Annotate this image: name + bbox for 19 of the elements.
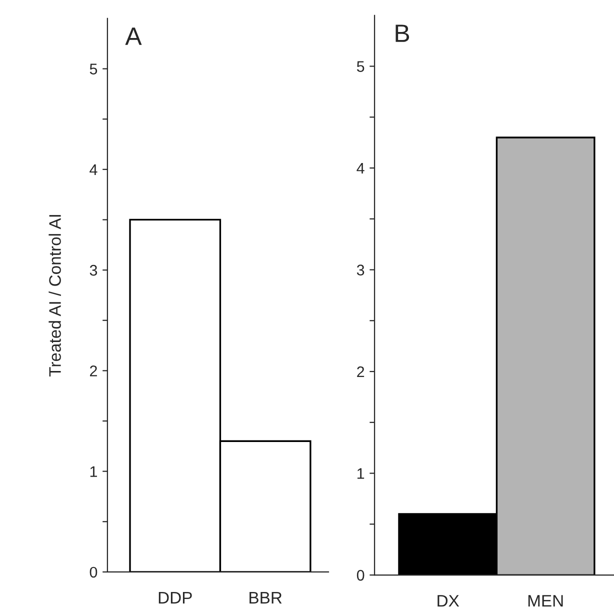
x-tick-label: BBR: [250, 592, 282, 604]
y-tick-label: 3: [90, 264, 98, 276]
y-tick-label: 1: [357, 468, 364, 479]
y-tick-label: 0: [90, 566, 98, 578]
y-tick-label: 4: [356, 163, 364, 174]
y-tick-label: 4: [90, 164, 98, 175]
y-tick-label: 5: [90, 64, 98, 74]
x-tick-label: DX: [438, 595, 460, 607]
chart-title: A: [125, 28, 142, 45]
x-tick-label: DDP: [158, 592, 192, 604]
y-tick-label: 5: [356, 61, 364, 72]
y-tick-label: 3: [356, 264, 364, 276]
y-tick-label: 1: [90, 466, 97, 477]
y-axis-title: Treated AI / Control AI: [48, 215, 61, 376]
y-tick-label: 2: [357, 366, 364, 378]
y-tick-label: 0: [356, 570, 364, 581]
x-tick-label: MEN: [528, 595, 563, 607]
y-tick-label: 2: [90, 366, 97, 376]
chart-title: B: [396, 24, 410, 42]
